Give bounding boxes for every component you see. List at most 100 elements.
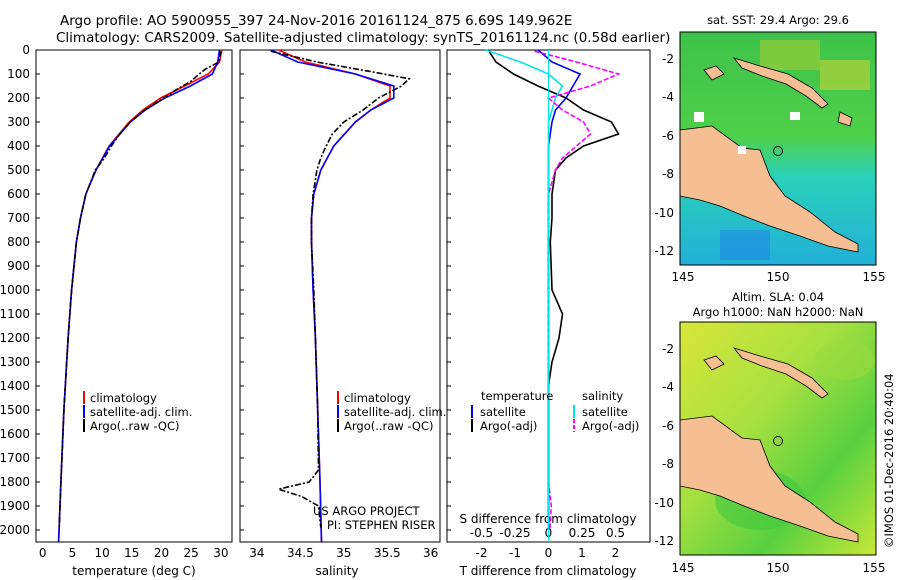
header-line2: Climatology: CARS2009. Satellite-adjuste… — [56, 30, 670, 46]
sal-legend-clim: climatology — [344, 391, 411, 405]
sla-map-title-2: Argo h1000: NaN h2000: NaN — [693, 305, 864, 319]
temp-xtick-0: 0 — [39, 546, 47, 560]
sla-ytick-m4: -4 — [662, 380, 674, 394]
temp-xtick-20: 20 — [154, 546, 169, 560]
sst-ytick-m6: -6 — [662, 129, 674, 143]
tdiff-xtick-0: 0 — [545, 546, 553, 560]
sdiff-xtick-m025: -0.25 — [499, 526, 530, 540]
depth-tick-labels: 0 100 200 300 400 500 600 700 800 900 1000 1100 1200… — [0, 43, 30, 537]
sla-map-xticks: 145 150 155 — [672, 561, 886, 575]
sal-xtick-35-5: 35.5 — [374, 546, 401, 560]
island-1 — [703, 65, 725, 81]
sla-map — [679, 321, 877, 556]
t-diff-xtick-labels: -2 -1 0 1 2 — [476, 546, 620, 560]
diff-line-1 — [488, 50, 620, 518]
profile-lines — [57, 49, 621, 543]
island-2 — [837, 111, 853, 127]
sal-line-1 — [270, 49, 395, 543]
sdiff-xtick-05: 0.5 — [606, 526, 625, 540]
temp-legend-sat: satellite-adj. clim. — [90, 405, 192, 419]
sdiff-xtick-m05: -0.5 — [470, 526, 493, 540]
sst-ytick-m2: -2 — [662, 52, 674, 66]
temp-xtick-25: 25 — [184, 546, 199, 560]
sst-xtick-150: 150 — [767, 270, 790, 284]
sla-map-frame — [679, 321, 877, 556]
sla-ytick-m12: -12 — [654, 534, 674, 548]
diff-legend-head-t: temperature — [481, 389, 553, 403]
sla-ytick-m10: -10 — [654, 496, 674, 510]
new-guinea-land — [680, 125, 859, 253]
depth-tick-label: 500 — [7, 163, 30, 177]
sla-xtick-155: 155 — [863, 561, 886, 575]
diff-line-0 — [537, 49, 582, 530]
temperature-xtick-labels: 0 5 10 15 20 25 30 — [39, 546, 229, 560]
header-line1: Argo profile: AO 5900955_397 24-Nov-2016… — [60, 13, 572, 29]
depth-tick-label: 1300 — [0, 355, 30, 369]
depth-tick-label: 100 — [7, 67, 30, 81]
new-britain-land — [732, 57, 829, 109]
sla-xtick-145: 145 — [672, 561, 695, 575]
sst-ytick-m12: -12 — [654, 244, 674, 258]
sst-float-marker — [773, 146, 783, 156]
sst-xtick-155: 155 — [863, 270, 886, 284]
depth-tick-label: 200 — [7, 91, 30, 105]
sst-xtick-145: 145 — [672, 270, 695, 284]
sla-ytick-m6: -6 — [662, 419, 674, 433]
salinity-axis-label: salinity — [315, 564, 358, 578]
depth-tick-label: 1900 — [0, 499, 30, 513]
depth-tick-label: 1700 — [0, 451, 30, 465]
depth-tick-label: 700 — [7, 211, 30, 225]
depth-tick-label: 1800 — [0, 475, 30, 489]
sst-warm-patch — [760, 40, 820, 70]
s-diff-xtick-labels: -0.5 -0.25 0 0.25 0.5 — [470, 526, 625, 540]
temperature-legend: climatology satellite-adj. clim. Argo(..… — [83, 391, 192, 433]
sst-missing-1 — [694, 112, 704, 122]
credit-project: US ARGO PROJECT — [313, 504, 421, 518]
sst-map-frame — [679, 31, 877, 266]
difference-legend: temperature salinity satellite Argo(-adj… — [471, 389, 639, 433]
sal-legend-sat: satellite-adj. clim. — [344, 405, 446, 419]
diff-legend-tsat: satellite — [480, 405, 526, 419]
new-britain-land-2 — [732, 347, 829, 399]
temp-line-1 — [57, 49, 221, 543]
temp-xtick-5: 5 — [69, 546, 77, 560]
sla-map-yticks: -2 -4 -6 -8 -10 -12 — [654, 342, 674, 548]
sst-ytick-m4: -4 — [662, 90, 674, 104]
sst-missing-3 — [790, 112, 800, 120]
diff-line-3 — [534, 50, 621, 531]
sst-map-yticks: -2 -4 -6 -8 -10 -12 — [654, 52, 674, 258]
tdiff-xtick-2: 2 — [612, 546, 620, 560]
temperature-panel — [35, 49, 233, 543]
temp-xtick-30: 30 — [213, 546, 228, 560]
axis-ticks — [36, 49, 451, 531]
temperature-axis-label: temperature (deg C) — [72, 564, 195, 578]
sla-map-title-1: Altim. SLA: 0.04 — [732, 290, 824, 304]
temp-line-0 — [57, 49, 223, 543]
diff-legend-head-s: salinity — [582, 389, 623, 403]
sal-xtick-35: 35 — [336, 546, 351, 560]
sla-patch-2 — [815, 340, 875, 380]
temp-legend-argo: Argo(..raw -QC) — [90, 419, 180, 433]
salinity-legend: climatology satellite-adj. clim. Argo(..… — [337, 391, 446, 433]
diff-line-2 — [485, 49, 564, 530]
island-3 — [703, 355, 725, 371]
depth-tick-label: 400 — [7, 139, 30, 153]
sst-missing-2 — [738, 146, 746, 154]
depth-tick-label: 1200 — [0, 331, 30, 345]
sla-float-marker — [773, 436, 783, 446]
depth-tick-label: 1100 — [0, 307, 30, 321]
depth-tick-label: 300 — [7, 115, 30, 129]
sdiff-xtick-025: 0.25 — [569, 526, 596, 540]
sla-xtick-150: 150 — [767, 561, 790, 575]
depth-tick-label: 1000 — [0, 283, 30, 297]
tdiff-xtick-m1: -1 — [509, 546, 521, 560]
sst-ytick-m10: -10 — [654, 206, 674, 220]
depth-tick-label: 1400 — [0, 379, 30, 393]
depth-tick-label: 800 — [7, 235, 30, 249]
salinity-xtick-labels: 34 34.5 35 35.5 36 — [249, 546, 438, 560]
diff-legend-targo: Argo(-adj) — [480, 419, 537, 433]
diff-legend-ssat: satellite — [582, 405, 628, 419]
sal-line-0 — [278, 49, 391, 543]
sla-ytick-m8: -8 — [662, 457, 674, 471]
